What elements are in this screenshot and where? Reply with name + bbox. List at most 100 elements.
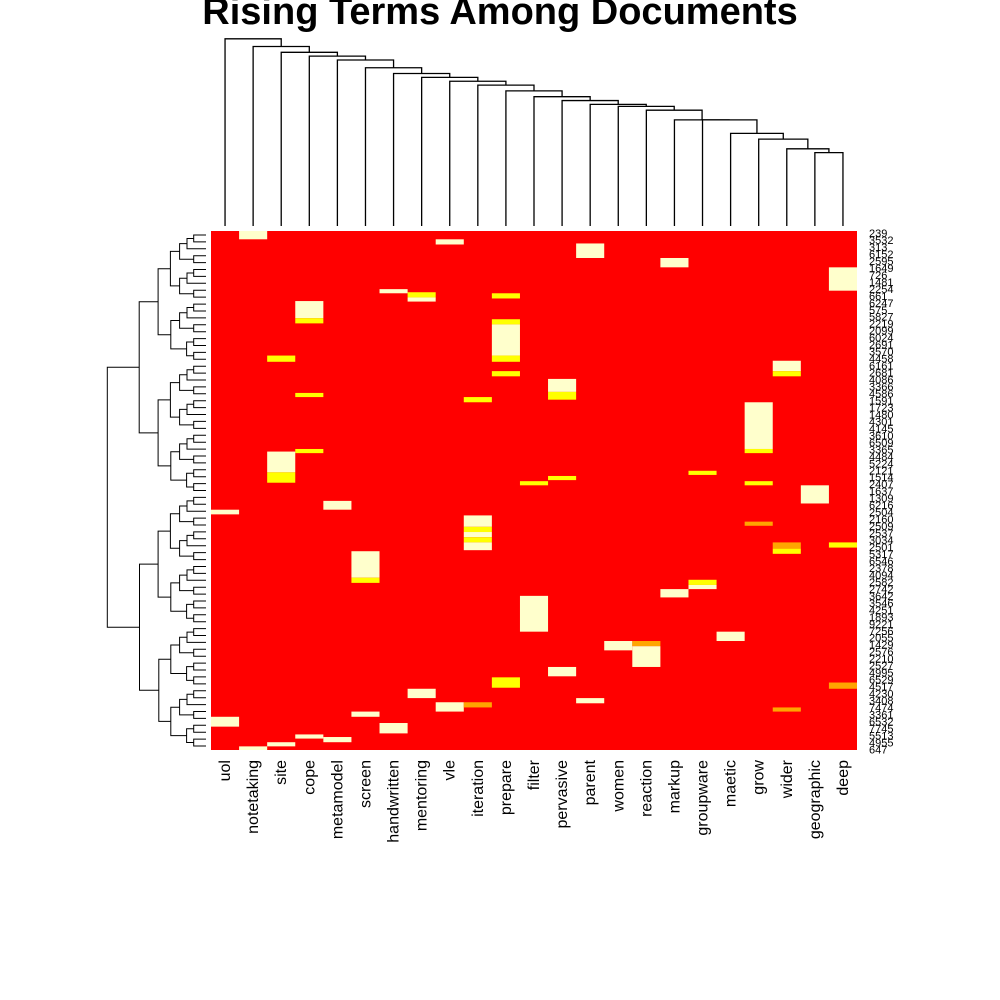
row-label: 2219: [869, 319, 893, 331]
dendrogram-branch: [169, 250, 180, 287]
dendrogram-branch: [193, 324, 200, 333]
dendrogram-branch: [186, 728, 194, 743]
column-dendrogram: [224, 38, 844, 226]
dendrogram-branch: [138, 301, 159, 434]
column-label: mentoring: [414, 760, 431, 831]
row-label: 3610: [869, 430, 893, 442]
dendrogram-branch: [193, 648, 200, 657]
heatmap-cell: [828, 267, 857, 291]
heatmap-cell: [491, 371, 520, 377]
row-label: 1309: [869, 493, 893, 505]
row-label: 3570: [869, 347, 893, 359]
dendrogram-branch: [193, 662, 200, 671]
dendrogram-branch: [193, 338, 200, 346]
row-label: 6247: [869, 298, 893, 310]
row-label: 4458: [869, 354, 893, 366]
column-label: markup: [666, 760, 683, 813]
dendrogram-branch: [193, 531, 200, 540]
dendrogram-branch: [193, 234, 200, 243]
row-label: 5317: [869, 549, 893, 561]
row-label: 7474: [869, 703, 893, 715]
dendrogram-branch: [157, 399, 171, 467]
dendrogram-branch: [186, 666, 194, 681]
heatmap-cell: [239, 746, 268, 750]
row-label: 1723: [869, 403, 893, 415]
row-label: 5513: [869, 730, 893, 742]
row-label: 4995: [869, 668, 893, 680]
row-label: 4086: [869, 375, 893, 387]
dendrogram-branch: [186, 341, 194, 357]
row-label: 6024: [869, 333, 893, 345]
dendrogram-branch: [193, 303, 200, 312]
row-label: 1591: [869, 396, 893, 408]
dendrogram-branch: [158, 658, 171, 722]
column-label: iteration: [470, 760, 487, 817]
heatmap-cell: [351, 577, 380, 583]
row-label: 2504: [869, 507, 893, 519]
dendrogram-branch: [179, 698, 194, 716]
heatmap-cell: [772, 371, 801, 377]
column-label: cope: [301, 760, 318, 795]
row-label: 313: [869, 242, 887, 254]
row-label: 2160: [869, 514, 893, 526]
dendrogram-branch: [193, 469, 200, 478]
dendrogram-branch: [139, 563, 159, 691]
row-label: 2099: [869, 326, 893, 338]
row-label: 4251: [869, 605, 893, 617]
dendrogram-branch: [193, 255, 200, 264]
heatmap-cell: [772, 548, 801, 554]
heatmap-cell: [800, 485, 829, 504]
row-label: 6509: [869, 437, 893, 449]
dendrogram-branch: [186, 603, 194, 619]
dendrogram-branch: [193, 600, 200, 609]
heatmap-cell: [211, 509, 240, 515]
dendrogram-branch: [193, 420, 200, 429]
dendrogram-branch: [179, 636, 194, 654]
row-label: 2407: [869, 479, 893, 491]
dendrogram-branch: [673, 119, 730, 226]
heatmap-cell: [463, 542, 492, 551]
row-label: 1480: [869, 409, 893, 421]
dendrogram-branch: [193, 738, 200, 747]
dendrogram-branch: [169, 382, 180, 418]
row-label: 2527: [869, 661, 893, 673]
dendrogram-branch: [157, 268, 171, 336]
row-label: 3361: [869, 710, 893, 722]
heatmap-cell: [491, 355, 520, 362]
heatmap-cell: [632, 641, 661, 647]
heatmap-cell: [688, 579, 717, 585]
row-label: 5827: [869, 312, 893, 324]
row-label: 2378: [869, 563, 893, 575]
row-label: 1893: [869, 612, 893, 624]
heatmap-cell: [267, 742, 296, 747]
row-label: 2210: [869, 654, 893, 666]
dendrogram-branch: [193, 724, 200, 733]
dendrogram-branch: [193, 289, 200, 298]
dendrogram-branch: [170, 451, 187, 481]
dendrogram-branch: [193, 496, 200, 505]
heatmap-cell: [491, 293, 520, 299]
row-label: 4955: [869, 737, 893, 749]
row-label: 1649: [869, 263, 893, 275]
heatmap-cell: [519, 481, 549, 486]
row-label: 2537: [869, 528, 893, 540]
heatmap-cell: [323, 737, 352, 743]
heatmap-cell: [632, 646, 661, 667]
row-label: 661: [869, 291, 887, 303]
row-label: 1429: [869, 640, 893, 652]
row-label: 2501: [869, 542, 893, 554]
heatmap-cell: [828, 542, 857, 548]
heatmap-cell: [239, 231, 268, 240]
dendrogram-branch: [186, 438, 200, 450]
dendrogram-branch: [224, 38, 282, 226]
heatmap-cell: [688, 584, 717, 590]
row-label: 4094: [869, 570, 893, 582]
column-label: maetic: [723, 760, 740, 807]
heatmap-cell: [716, 631, 745, 642]
row-label: 2595: [869, 256, 893, 268]
column-labels: uol notetaking site cope metamodel screen hand…: [217, 759, 852, 842]
row-label: 239: [869, 228, 887, 240]
row-labels: 2393532313615225951649726148122546616247…: [869, 228, 893, 756]
dendrogram-leaves: [200, 234, 206, 747]
